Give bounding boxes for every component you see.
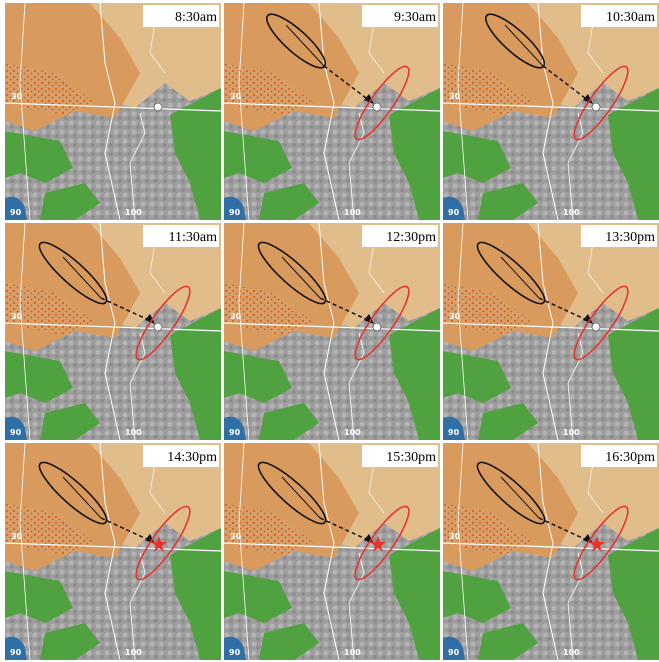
storm-dot bbox=[373, 103, 381, 111]
time-label: 15:30pm bbox=[386, 450, 436, 465]
longitude-label: 90 bbox=[229, 208, 241, 217]
longitude-label: 90 bbox=[448, 428, 460, 437]
base-map bbox=[5, 223, 221, 440]
time-label: 8:30am bbox=[175, 10, 217, 25]
longitude-label: 100 bbox=[125, 428, 142, 437]
map-panel: 30 90 100 14:30pm bbox=[5, 443, 221, 660]
map-panel: 30 90 100 9:30am bbox=[224, 3, 440, 220]
storm-dot bbox=[592, 103, 600, 111]
base-map bbox=[443, 223, 659, 440]
time-label: 16:30pm bbox=[605, 450, 655, 465]
latitude-label: 30 bbox=[230, 312, 242, 321]
longitude-label: 100 bbox=[125, 648, 142, 657]
longitude-label: 100 bbox=[563, 648, 580, 657]
latitude-label: 30 bbox=[11, 92, 23, 101]
longitude-label: 100 bbox=[563, 208, 580, 217]
map-panel: 30 90 100 10:30am bbox=[443, 3, 659, 220]
time-label: 12:30pm bbox=[386, 230, 436, 245]
base-map bbox=[443, 443, 659, 660]
map-panel: 30 90 100 8:30am bbox=[5, 3, 221, 220]
base-map bbox=[443, 3, 659, 220]
longitude-label: 90 bbox=[10, 208, 22, 217]
time-label: 13:30pm bbox=[605, 230, 655, 245]
longitude-label: 90 bbox=[10, 648, 22, 657]
time-label: 10:30am bbox=[606, 10, 655, 25]
time-label: 14:30pm bbox=[167, 450, 217, 465]
storm-dot bbox=[154, 323, 162, 331]
longitude-label: 100 bbox=[125, 208, 142, 217]
base-map bbox=[5, 3, 221, 220]
latitude-label: 30 bbox=[11, 532, 23, 541]
latitude-label: 30 bbox=[11, 312, 23, 321]
longitude-label: 100 bbox=[344, 208, 361, 217]
base-map bbox=[224, 223, 440, 440]
time-label: 9:30am bbox=[394, 10, 436, 25]
longitude-label: 100 bbox=[344, 648, 361, 657]
base-map bbox=[5, 443, 221, 660]
longitude-label: 90 bbox=[448, 648, 460, 657]
latitude-label: 30 bbox=[449, 92, 461, 101]
map-panel: 30 90 100 15:30pm bbox=[224, 443, 440, 660]
satellite-panels: 30 90 100 8:30am 30 90 100 9:30am 30 90 100 10:30am… bbox=[0, 0, 659, 662]
longitude-label: 90 bbox=[10, 428, 22, 437]
longitude-label: 100 bbox=[344, 428, 361, 437]
base-map bbox=[224, 3, 440, 220]
latitude-label: 30 bbox=[449, 532, 461, 541]
map-panel: 30 90 100 11:30am bbox=[5, 223, 221, 440]
map-panel: 30 90 100 13:30pm bbox=[443, 223, 659, 440]
latitude-label: 30 bbox=[449, 312, 461, 321]
storm-dot bbox=[154, 103, 162, 111]
latitude-label: 30 bbox=[230, 92, 242, 101]
time-label: 11:30am bbox=[169, 230, 218, 245]
longitude-label: 90 bbox=[229, 648, 241, 657]
storm-dot bbox=[592, 323, 600, 331]
map-panel: 30 90 100 12:30pm bbox=[224, 223, 440, 440]
longitude-label: 100 bbox=[563, 428, 580, 437]
storm-dot bbox=[373, 323, 381, 331]
longitude-label: 90 bbox=[229, 428, 241, 437]
base-map bbox=[224, 443, 440, 660]
latitude-label: 30 bbox=[230, 532, 242, 541]
map-panel: 30 90 100 16:30pm bbox=[443, 443, 659, 660]
longitude-label: 90 bbox=[448, 208, 460, 217]
